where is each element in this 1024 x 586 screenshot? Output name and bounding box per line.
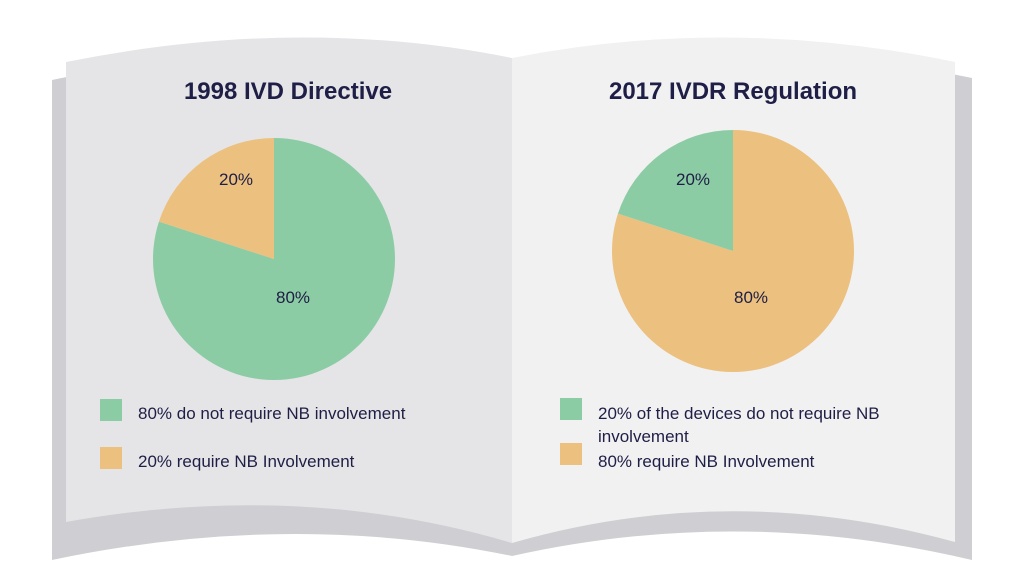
- chart-title-1998: 1998 IVD Directive: [183, 78, 393, 105]
- pie-chart-2017: [612, 130, 855, 372]
- legend-swatch-green: [100, 399, 122, 421]
- chart-title-2017: 2017 IVDR Regulation: [608, 78, 858, 105]
- pie-chart-1998: [153, 138, 395, 380]
- data-label-2017-orange: 80%: [733, 288, 769, 307]
- data-label-1998-orange: 20%: [218, 170, 254, 189]
- legend-text: 20% require NB Involvement: [138, 452, 355, 471]
- data-label-1998-green: 80%: [275, 288, 311, 307]
- data-label-2017-green: 20%: [675, 170, 711, 189]
- legend-swatch-orange: [560, 443, 582, 465]
- pie-slice-1: [617, 130, 733, 251]
- legend-swatch-orange: [100, 447, 122, 469]
- pie-slice-1: [158, 138, 274, 259]
- legend-swatch-green: [560, 398, 582, 420]
- legend-text: 80% do not require NB involvement: [138, 404, 406, 423]
- legend-text: 80% require NB Involvement: [598, 452, 815, 471]
- legend-text: 20% of the devices do not require NB inv…: [598, 404, 880, 446]
